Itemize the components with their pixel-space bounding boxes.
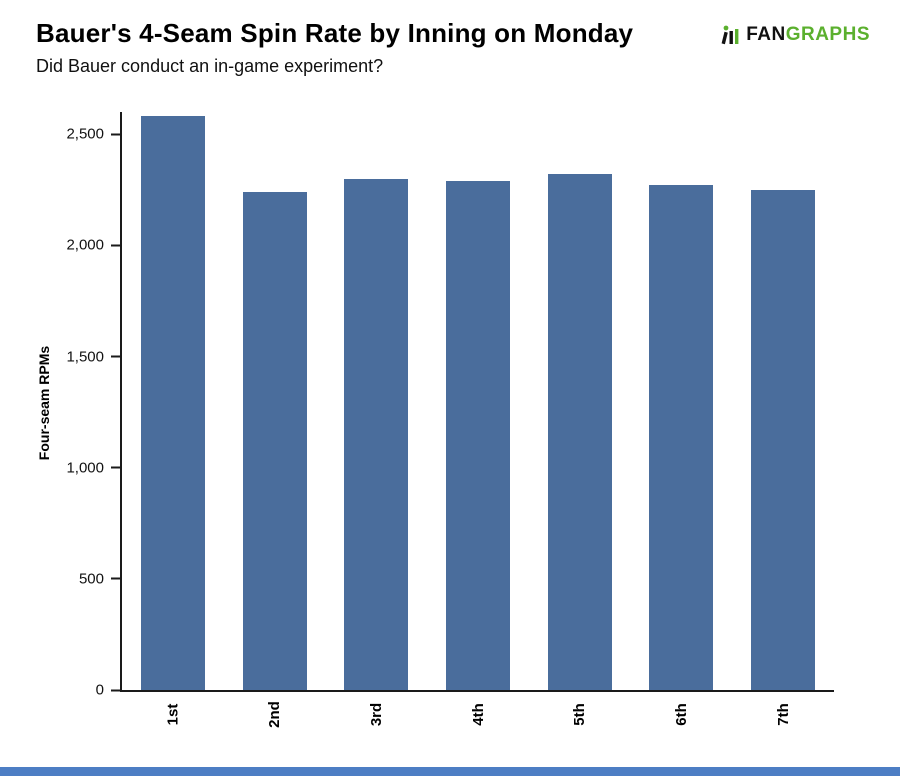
y-tick-mark xyxy=(111,355,120,358)
x-tick-cell: 4th xyxy=(427,694,529,764)
x-tick-label: 7th xyxy=(774,703,792,726)
y-tick-label: 1,500 xyxy=(66,348,104,366)
y-tick: 2,000 xyxy=(66,237,120,254)
bar-slot xyxy=(122,112,224,690)
x-tick-label: 1st xyxy=(164,703,182,726)
page-subtitle: Did Bauer conduct an in-game experiment? xyxy=(36,56,384,76)
y-tick-mark xyxy=(111,466,120,469)
y-tick-mark xyxy=(111,689,120,691)
x-axis-labels: 1st 2nd 3rd 4th 5th 6th 7th xyxy=(122,694,834,764)
footer-strip xyxy=(0,767,900,776)
y-tick: 1,500 xyxy=(66,348,120,365)
bar-slot xyxy=(529,112,631,690)
x-tick-label: 4th xyxy=(469,703,487,726)
bar-6th xyxy=(649,185,714,690)
bar-slot xyxy=(732,112,834,690)
y-tick: 500 xyxy=(79,570,120,587)
y-tick: 0 xyxy=(96,682,120,699)
bar-4th xyxy=(446,180,511,690)
y-tick-mark xyxy=(111,244,120,247)
fangraphs-logo[interactable]: FANGRAPHS xyxy=(720,24,870,46)
y-tick-label: 2,500 xyxy=(66,125,104,143)
y-tick: 2,500 xyxy=(66,126,120,143)
bar-1st xyxy=(140,116,205,690)
y-tick-label: 1,000 xyxy=(66,459,104,477)
x-tick-label: 6th xyxy=(672,703,690,726)
x-tick-cell: 5th xyxy=(529,694,631,764)
x-tick-cell: 2nd xyxy=(224,694,326,764)
plot-area xyxy=(120,112,834,692)
x-tick-cell: 1st xyxy=(122,694,224,764)
bar-slot xyxy=(631,112,733,690)
fangraphs-logo-icon xyxy=(721,25,739,45)
logo-text-graphs: GRAPHS xyxy=(785,24,870,45)
y-tick-label: 2,000 xyxy=(66,236,104,254)
chart-header: Bauer's 4-Seam Spin Rate by Inning on Mo… xyxy=(36,18,870,77)
page-title: Bauer's 4-Seam Spin Rate by Inning on Mo… xyxy=(36,18,634,48)
title-block: Bauer's 4-Seam Spin Rate by Inning on Mo… xyxy=(36,18,633,77)
logo-text: FANGRAPHS xyxy=(746,24,870,46)
x-tick-cell: 7th xyxy=(732,694,834,764)
x-tick-label: 5th xyxy=(571,703,589,726)
y-tick-mark xyxy=(111,577,120,580)
x-tick-label: 2nd xyxy=(266,701,284,728)
y-tick-label: 500 xyxy=(78,570,104,588)
bar-slot xyxy=(427,112,529,690)
y-tick-mark xyxy=(111,133,120,136)
y-axis-ticks: 0 500 1,000 1,500 2,000 2,500 xyxy=(0,112,120,699)
bar-slot xyxy=(325,112,427,690)
y-tick: 1,000 xyxy=(66,459,120,476)
bar-7th xyxy=(751,189,816,690)
bar-slot xyxy=(224,112,326,690)
bar-5th xyxy=(547,174,612,690)
x-tick-cell: 6th xyxy=(631,694,733,764)
bar-3rd xyxy=(344,178,409,690)
x-tick-label: 3rd xyxy=(367,702,385,727)
logo-text-fan: FAN xyxy=(746,24,786,45)
bar-2nd xyxy=(242,192,307,690)
x-tick-cell: 3rd xyxy=(325,694,427,764)
y-tick-label: 0 xyxy=(95,681,104,699)
